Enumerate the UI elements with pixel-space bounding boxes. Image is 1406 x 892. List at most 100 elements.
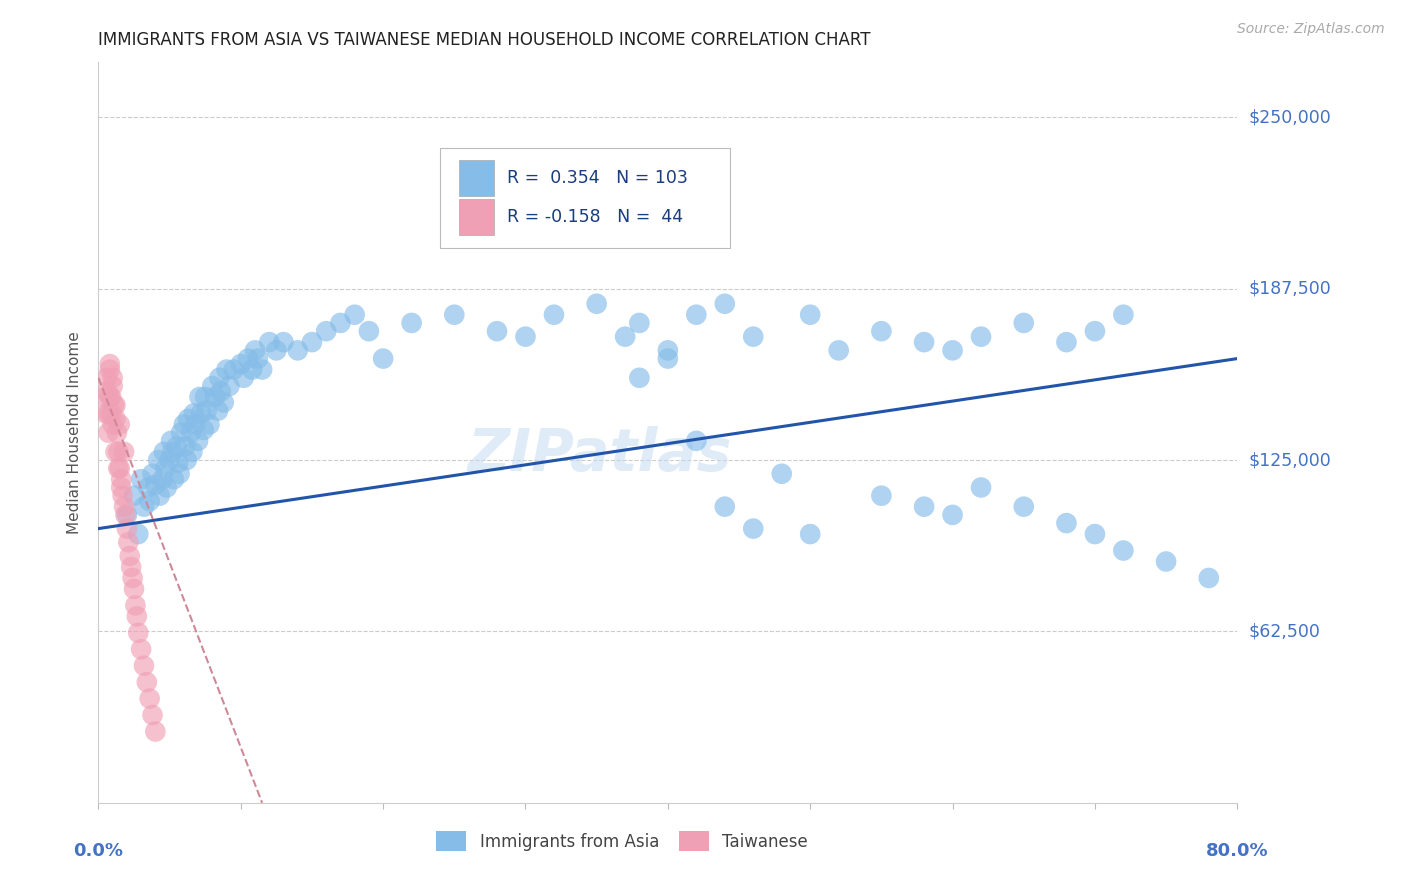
Point (236, 351, 259, 366)
Point (170, 425, 193, 440)
Point (585, 297, 607, 311)
Point (98, 390, 121, 404)
FancyBboxPatch shape (440, 147, 731, 247)
Point (160, 434, 183, 448)
Point (156, 480, 179, 494)
Point (173, 417, 195, 432)
Text: $62,500: $62,500 (1249, 623, 1320, 640)
Point (1112, 308, 1135, 322)
Point (1084, 527, 1107, 541)
Point (799, 527, 821, 541)
Point (145, 477, 167, 491)
Point (942, 508, 965, 522)
Point (486, 324, 509, 338)
Point (138, 691, 160, 706)
Point (110, 472, 132, 486)
Point (543, 308, 565, 322)
Point (98, 357, 121, 371)
Point (141, 467, 163, 481)
Point (94, 390, 117, 404)
Point (159, 453, 181, 467)
Point (108, 417, 131, 432)
Point (101, 371, 124, 385)
Point (714, 297, 737, 311)
Point (127, 527, 149, 541)
Point (628, 371, 651, 385)
Point (970, 480, 993, 494)
Point (685, 434, 707, 448)
Point (96, 384, 118, 399)
Point (184, 417, 207, 432)
Point (1012, 316, 1035, 330)
Point (110, 480, 132, 494)
Point (443, 308, 465, 322)
Text: R = -0.158   N =  44: R = -0.158 N = 44 (508, 208, 683, 227)
Point (97, 425, 120, 440)
Point (204, 390, 226, 404)
Point (218, 379, 240, 393)
Text: Source: ZipAtlas.com: Source: ZipAtlas.com (1237, 22, 1385, 37)
Legend: Immigrants from Asia, Taiwanese: Immigrants from Asia, Taiwanese (430, 825, 815, 857)
Point (169, 467, 191, 481)
Point (104, 445, 127, 459)
Point (212, 395, 235, 409)
Point (301, 335, 323, 350)
Point (714, 500, 737, 514)
Point (194, 390, 217, 404)
Point (198, 417, 221, 432)
Point (1112, 543, 1135, 558)
FancyBboxPatch shape (460, 161, 494, 195)
Point (129, 642, 152, 657)
Point (138, 494, 160, 508)
Point (167, 456, 190, 470)
Point (1012, 500, 1035, 514)
Point (104, 412, 127, 426)
Point (132, 500, 155, 514)
Point (232, 371, 254, 385)
Point (240, 362, 263, 376)
Point (870, 324, 893, 338)
Point (96, 371, 118, 385)
Point (742, 329, 765, 343)
Point (122, 582, 145, 596)
Point (136, 480, 159, 494)
Point (135, 675, 157, 690)
Point (329, 316, 352, 330)
Point (114, 508, 136, 522)
Point (1084, 324, 1107, 338)
Point (188, 390, 211, 404)
Point (229, 357, 252, 371)
Point (120, 560, 142, 574)
Point (742, 522, 765, 536)
Y-axis label: Median Household Income: Median Household Income (67, 331, 83, 534)
Point (828, 343, 851, 358)
Point (117, 535, 139, 549)
Text: $187,500: $187,500 (1249, 280, 1331, 298)
Point (103, 398, 125, 412)
Point (118, 549, 141, 563)
Point (166, 439, 188, 453)
Point (215, 362, 238, 376)
Point (970, 329, 993, 343)
Point (148, 453, 170, 467)
Point (97, 406, 120, 420)
Text: R =  0.354   N = 103: R = 0.354 N = 103 (508, 169, 688, 187)
FancyBboxPatch shape (460, 200, 494, 235)
Point (870, 489, 893, 503)
Point (246, 351, 269, 366)
Point (250, 362, 273, 376)
Point (193, 423, 215, 437)
Text: IMMIGRANTS FROM ASIA VS TAIWANESE MEDIAN HOUSEHOLD INCOME CORRELATION CHART: IMMIGRANTS FROM ASIA VS TAIWANESE MEDIAN… (98, 31, 870, 49)
Point (343, 308, 366, 322)
Point (176, 453, 198, 467)
Point (104, 398, 127, 412)
Point (912, 335, 935, 350)
Point (614, 329, 637, 343)
Point (287, 343, 309, 358)
Point (628, 316, 651, 330)
Point (657, 343, 679, 358)
Point (108, 461, 131, 475)
Point (266, 343, 288, 358)
Point (125, 609, 148, 624)
Point (122, 489, 145, 503)
